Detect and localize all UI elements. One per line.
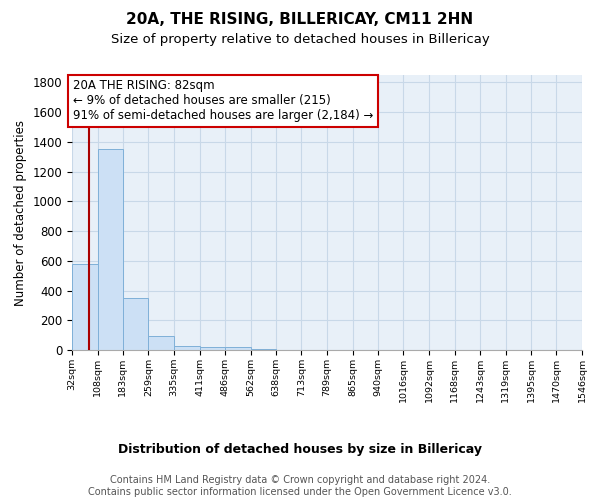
Text: Contains HM Land Registry data © Crown copyright and database right 2024.
Contai: Contains HM Land Registry data © Crown c… (88, 475, 512, 496)
Bar (174, 346, 200, 350)
Bar (98, 150, 123, 350)
Bar (225, 347, 251, 350)
Bar (72, 264, 98, 350)
Y-axis label: Number of detached properties: Number of detached properties (14, 120, 27, 306)
Text: 20A, THE RISING, BILLERICAY, CM11 2HN: 20A, THE RISING, BILLERICAY, CM11 2HN (127, 12, 473, 28)
Text: Distribution of detached houses by size in Billericay: Distribution of detached houses by size … (118, 442, 482, 456)
Bar (148, 336, 174, 350)
Bar (123, 298, 148, 350)
Bar (200, 347, 225, 350)
Text: 20A THE RISING: 82sqm
← 9% of detached houses are smaller (215)
91% of semi-deta: 20A THE RISING: 82sqm ← 9% of detached h… (73, 80, 373, 122)
Text: Size of property relative to detached houses in Billericay: Size of property relative to detached ho… (110, 32, 490, 46)
